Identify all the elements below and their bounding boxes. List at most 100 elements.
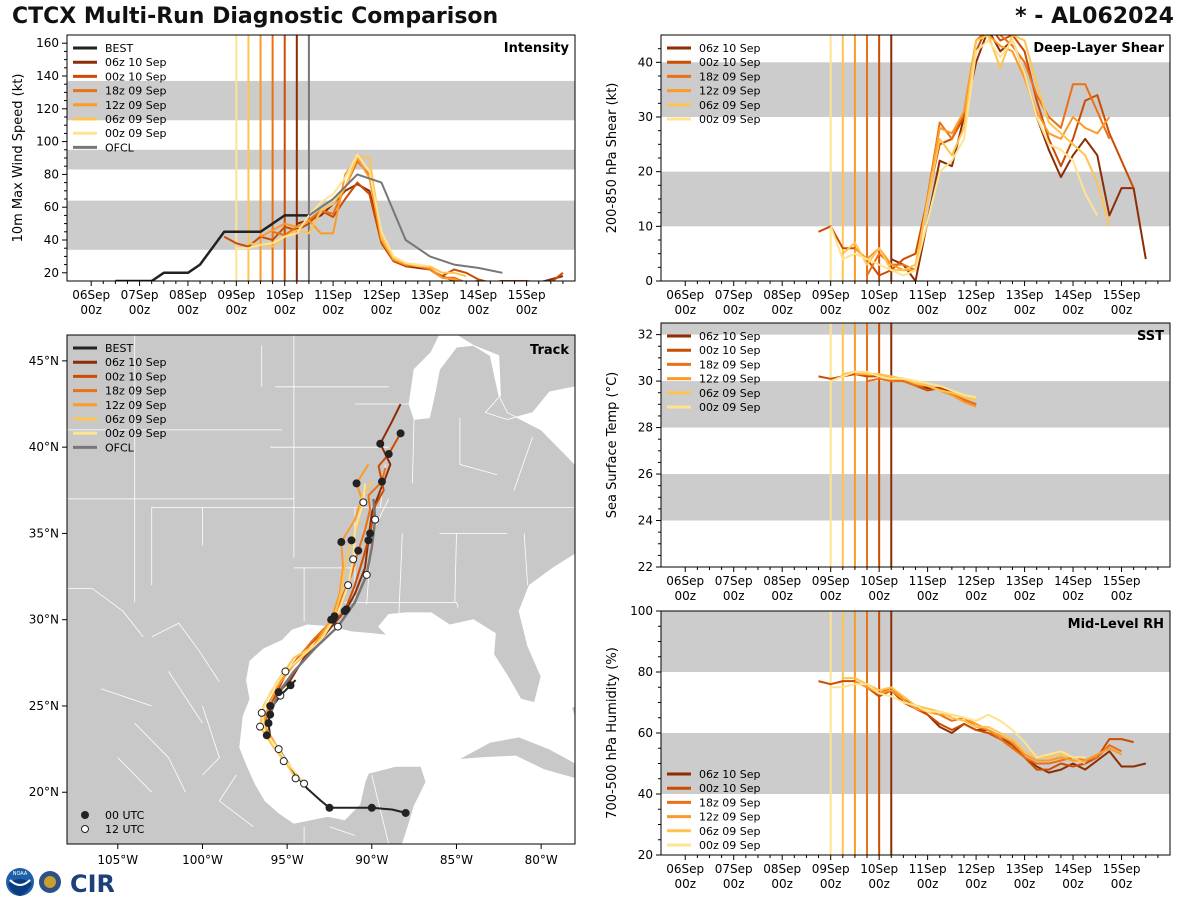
shade-band [67,200,575,250]
series-line-00z-10-sep [223,181,564,281]
x-tick-day: 07Sep [121,288,159,302]
x-tick-hour: 00z [1062,877,1084,891]
y-tick-label: 160 [36,36,59,50]
legend-label: 00z 09 Sep [699,839,761,852]
track-point-00utc [266,701,275,710]
x-tick-hour: 00z [723,877,745,891]
series-line-00z-09-sep [830,683,1086,759]
y-tick-label: 40 [638,787,653,801]
y-axis-label: 700-500 hPa Humidity (%) [605,647,620,819]
legend-label: 00z 10 Sep [105,370,167,383]
legend-label: 06z 09 Sep [699,825,761,838]
x-tick-hour: 00z [674,589,696,603]
legend-label: BEST [105,42,133,55]
track-point-12utc [300,779,309,788]
x-tick-hour: 00z [723,589,745,603]
legend-label: 06z 09 Sep [105,113,167,126]
legend-label: 00z 09 Sep [699,113,761,126]
x-tick-hour: 00z [917,303,939,317]
sst-panel: 22242628303206Sep00z07Sep00z08Sep00z09Se… [605,322,1171,603]
x-tick-day: 08Sep [763,862,801,876]
track-line-00z-10-sep [264,432,402,724]
state-border [459,417,498,476]
noaa-logo-text: NOAA [13,871,28,877]
panel-title: Mid-Level RH [1068,617,1164,632]
x-tick-day: 07Sep [715,862,753,876]
legend-label: 18z 09 Sep [699,358,761,371]
x-tick-hour: 00z [965,877,987,891]
cira-logo-text: CIRA [70,870,114,898]
shade-band [661,323,1170,335]
panel-title: Intensity [504,41,570,56]
state-border [412,602,459,608]
shear-panel: 01020304006Sep00z07Sep00z08Sep00z09Sep00… [605,34,1171,317]
x-tick-hour: 00z [1111,589,1133,603]
y-axis-label: Sea Surface Temp (°C) [605,372,620,519]
legend-label: 12z 09 Sep [105,99,167,112]
track-point-12utc [349,555,358,564]
shade-band [661,381,1170,428]
lon-tick-label: 100°W [182,853,223,867]
track-point-12utc [256,722,265,731]
track-point-00utc [366,529,375,538]
lat-tick-label: 40°N [29,440,59,454]
series-line-18z-09-sep [866,35,1111,276]
x-tick-day: 11Sep [909,862,947,876]
legend-label: 06z 09 Sep [699,387,761,400]
lon-tick-label: 90°W [355,853,388,867]
track-point-12utc [359,498,368,507]
track-point-00utc [352,479,361,488]
legend-label: 12z 09 Sep [699,85,761,98]
legend-label: 06z 10 Sep [699,330,761,343]
state-border [398,533,403,615]
series-line-00z-09-sep [830,370,977,399]
y-axis-label: 10m Max Wind Speed (kt) [11,74,26,243]
x-tick-day: 13Sep [411,288,449,302]
x-tick-hour: 00z [771,303,793,317]
x-tick-hour: 00z [917,877,939,891]
y-tick-label: 120 [36,102,59,116]
track-point-12utc [281,667,290,676]
x-tick-hour: 00z [1111,303,1133,317]
track-point-12utc [362,570,371,579]
track-point-00utc [337,538,346,547]
rh-panel: 2040608010006Sep00z07Sep00z08Sep00z09Sep… [605,604,1171,891]
track-point-00utc [262,731,271,740]
legend-label: 06z 10 Sep [699,42,761,55]
legend-label: 06z 10 Sep [105,56,167,69]
legend-label: 18z 09 Sep [105,385,167,398]
track-point-00utc [364,536,373,545]
x-tick-day: 15Sep [1103,288,1141,302]
series-group [115,153,564,281]
x-tick-day: 14Sep [459,288,497,302]
shade-band [661,611,1170,672]
legend-label: 00z 09 Sep [105,427,167,440]
shade-band [661,171,1170,227]
x-tick-day: 09Sep [812,574,850,588]
y-tick-label: 26 [638,467,653,481]
x-tick-hour: 00z [917,589,939,603]
state-border [218,774,254,828]
x-tick-hour: 00z [965,589,987,603]
x-tick-day: 08Sep [763,288,801,302]
state-border [412,417,415,484]
land-north-america [67,335,575,844]
track-point-00utc [340,607,349,616]
track-point-00utc [286,681,295,690]
lon-tick-label: 80°W [525,853,558,867]
track-point-00utc [347,536,356,545]
x-tick-hour: 00z [516,303,538,317]
legend-label: 06z 10 Sep [105,356,167,369]
series-line-ofcl [308,173,503,274]
state-border [134,722,186,793]
marker-legend-label: 12 UTC [105,823,145,836]
x-tick-hour: 00z [674,303,696,317]
legend-label: 00z 10 Sep [699,56,761,69]
x-tick-day: 10Sep [860,862,898,876]
y-tick-label: 30 [638,374,653,388]
shade-band [67,149,575,170]
track-point-00utc [396,429,405,438]
y-tick-label: 30 [638,110,653,124]
legend-label: OFCL [105,141,135,154]
y-tick-label: 20 [44,266,59,280]
